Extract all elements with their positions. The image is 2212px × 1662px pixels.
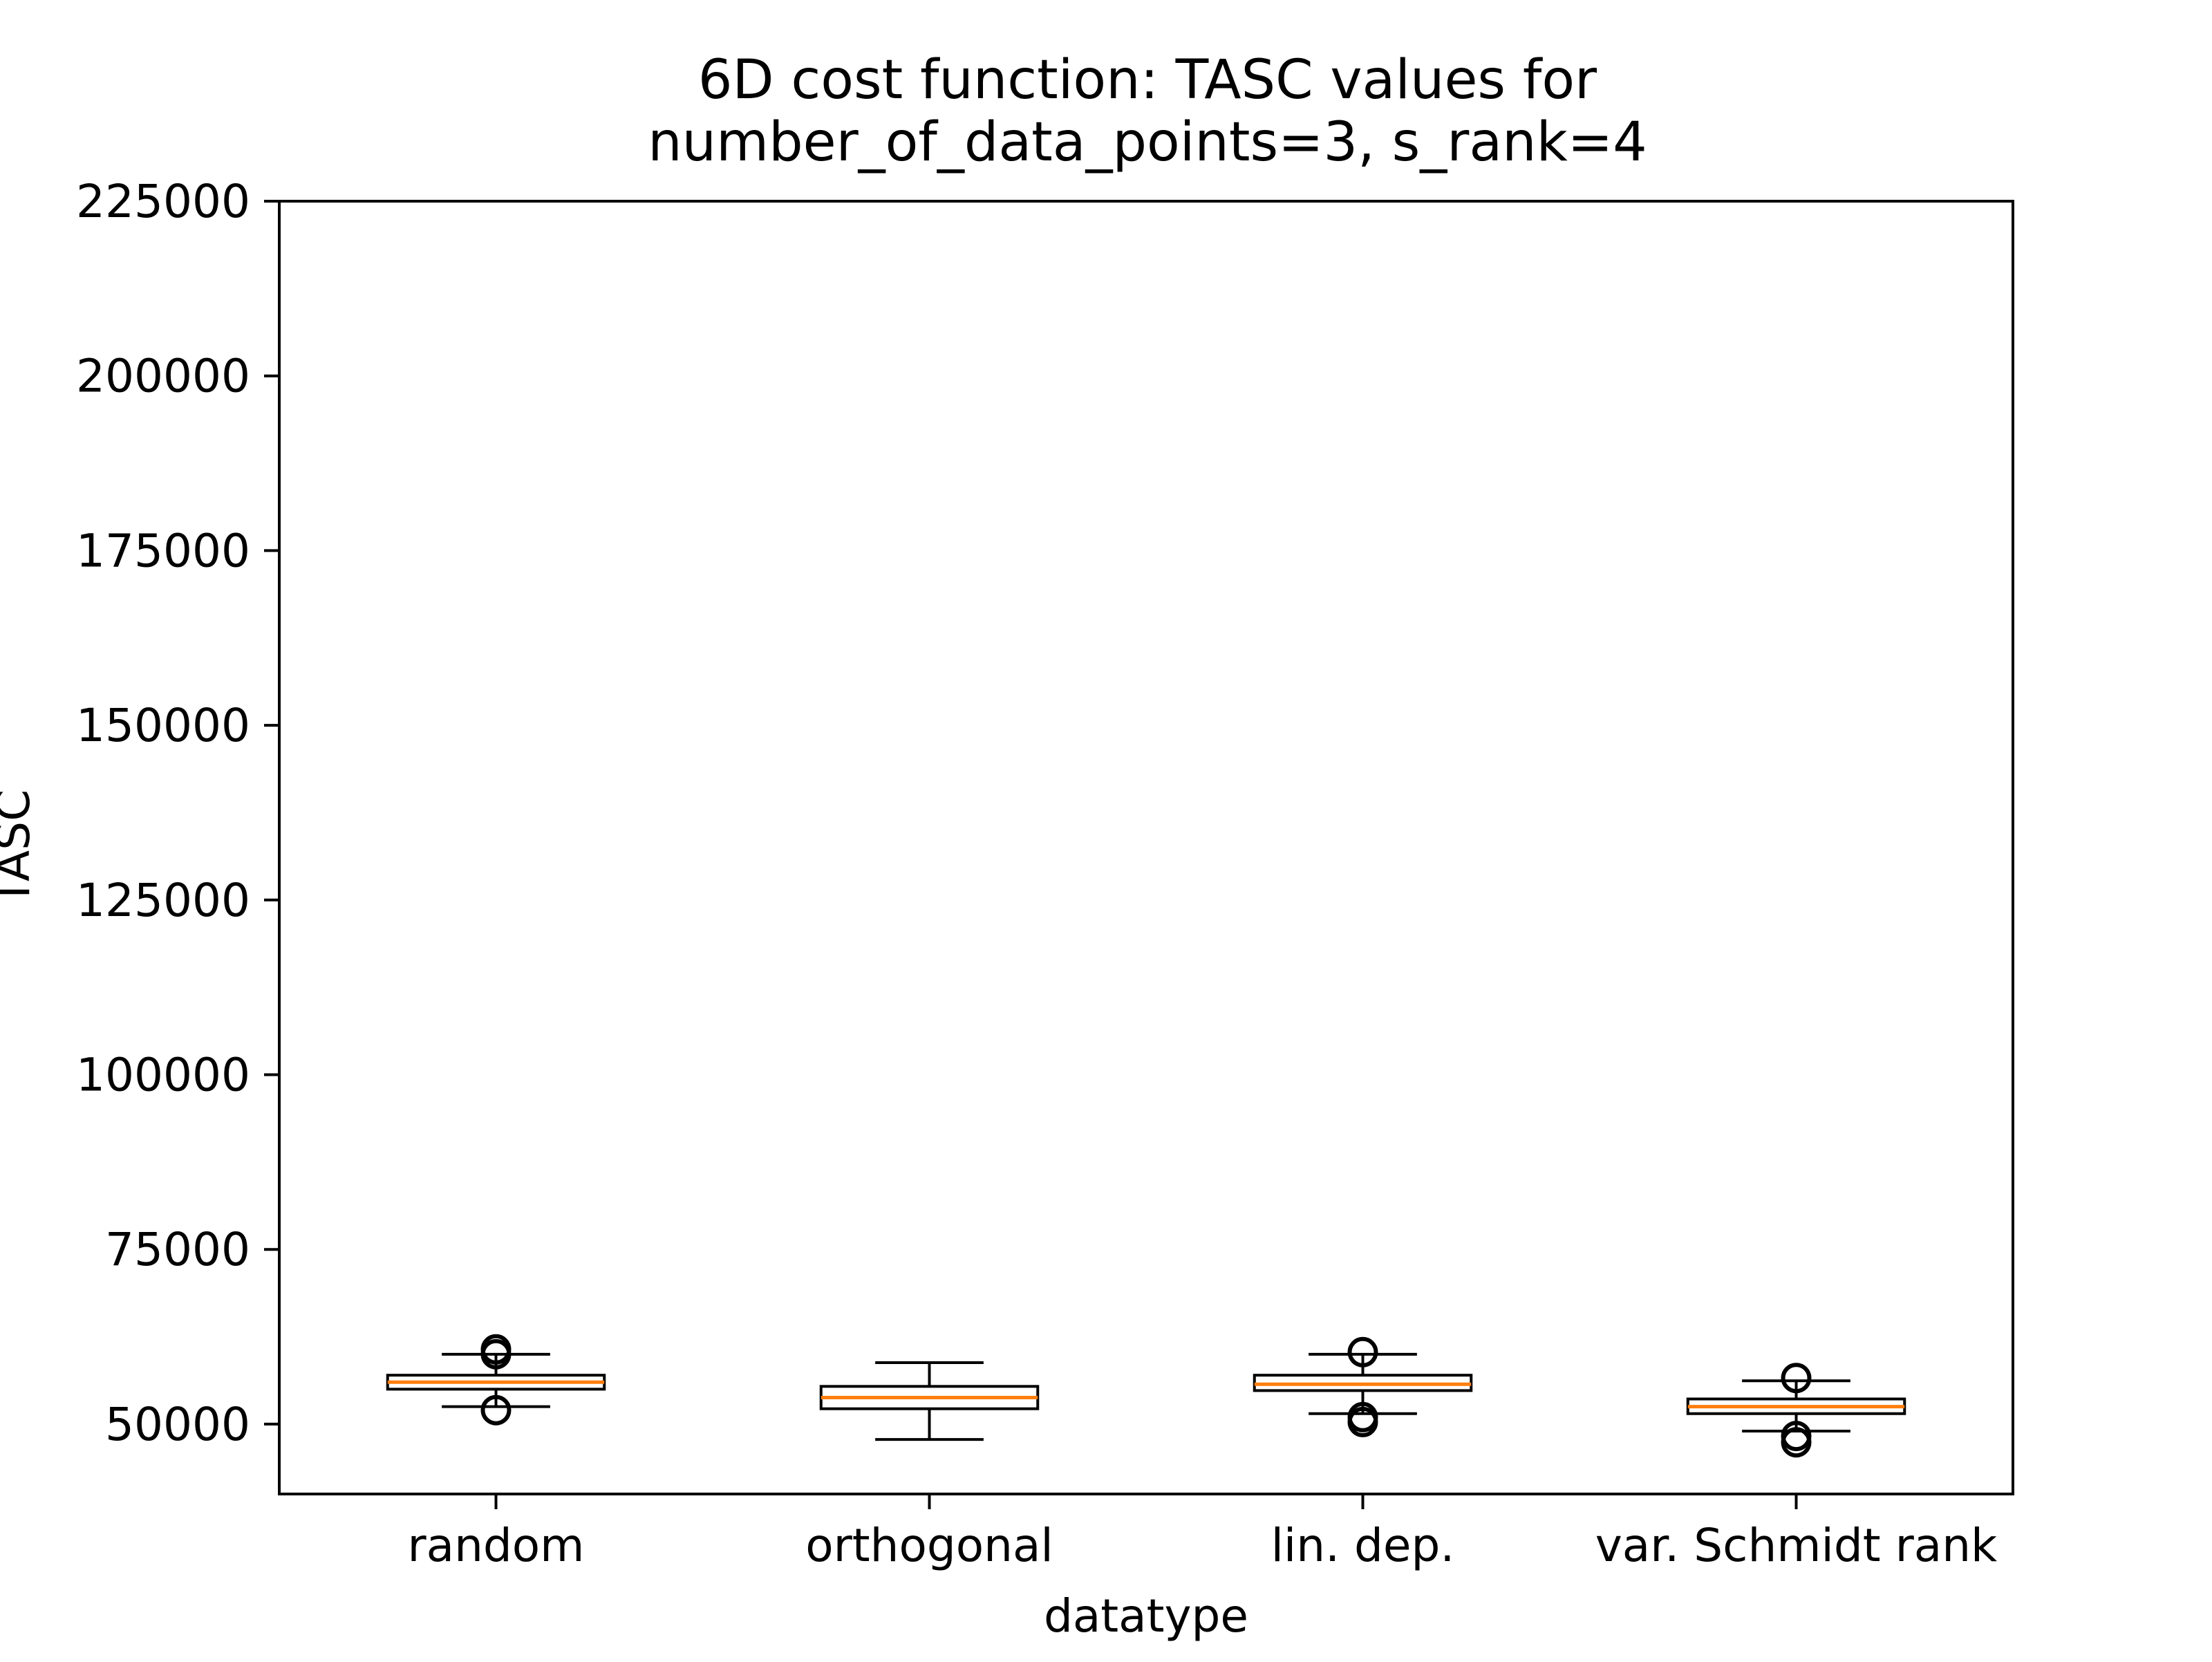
y-tick-label: 150000 <box>76 699 250 752</box>
y-tick-label: 125000 <box>76 874 250 927</box>
outlier-point <box>1347 1336 1378 1367</box>
y-tick-label: 175000 <box>76 524 250 577</box>
y-tick-label: 50000 <box>105 1398 250 1451</box>
outlier-point <box>480 1394 512 1426</box>
chart-title-line-2: number_of_data_points=3, s_rank=4 <box>648 111 1647 174</box>
y-axis-label: TASC <box>0 790 40 906</box>
plot-area-frame <box>278 200 2014 1495</box>
box-plot-series <box>386 1334 1906 1458</box>
box-var-schmidt-rank <box>1686 1363 1906 1458</box>
chart-title-line-1: 6D cost function: TASC values for <box>698 49 1597 111</box>
x-tick-label: var. Schmidt rank <box>1595 1519 1998 1572</box>
x-tick-label: lin. dep. <box>1271 1519 1455 1572</box>
outlier-point <box>1781 1363 1812 1394</box>
box-random <box>386 1334 606 1426</box>
outlier-point <box>1781 1421 1812 1452</box>
x-tick-label: random <box>408 1519 585 1572</box>
y-tick-label: 100000 <box>76 1049 250 1102</box>
outlier-point <box>1347 1401 1378 1432</box>
y-axis: 50000 75000 100000 125000 150000 175000 200000… <box>76 175 279 1451</box>
x-axis: random orthogonal lin. dep. var. Schmidt ra… <box>408 1494 1998 1572</box>
outlier-point <box>480 1334 512 1365</box>
x-tick-label: orthogonal <box>805 1519 1053 1572</box>
box-orthogonal <box>819 1361 1040 1441</box>
y-tick-label: 200000 <box>76 350 250 403</box>
y-tick-label: 75000 <box>105 1223 250 1276</box>
y-tick-label: 225000 <box>76 175 250 228</box>
x-axis-label: datatype <box>1044 1589 1248 1643</box>
box-lin-dep- <box>1253 1336 1473 1437</box>
